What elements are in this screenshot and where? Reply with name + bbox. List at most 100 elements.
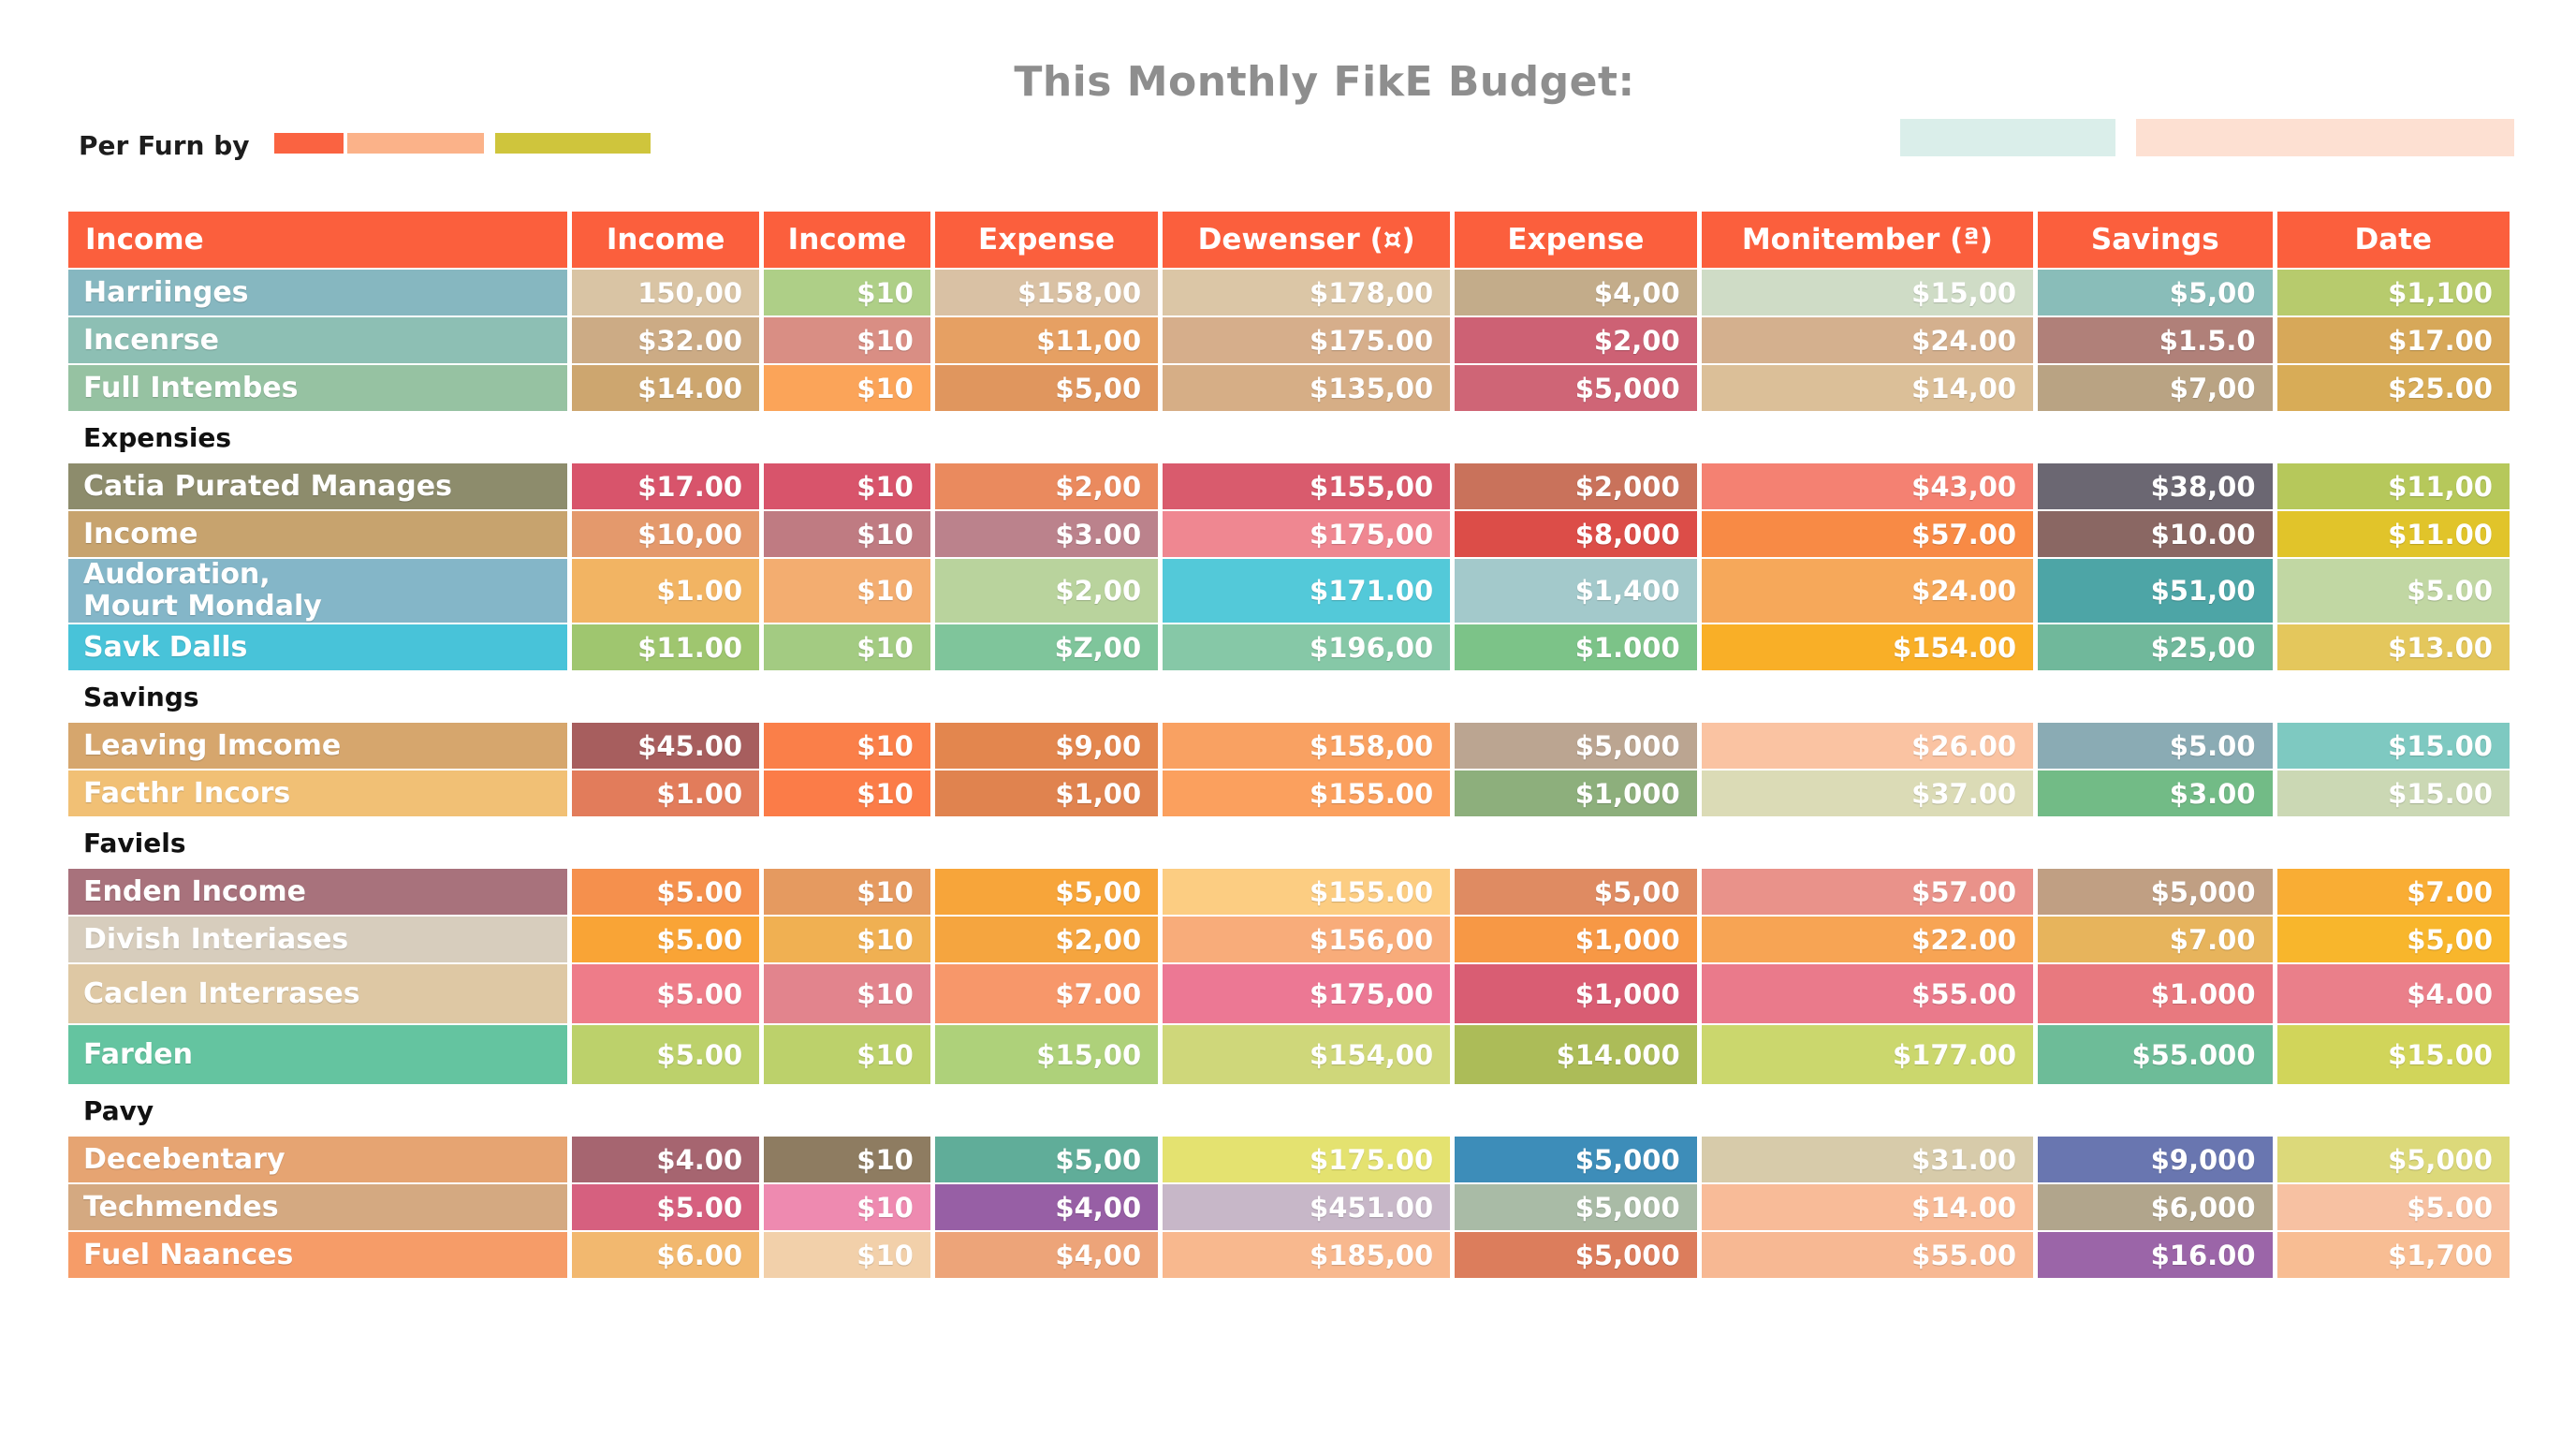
column-header: Expense [934,212,1159,268]
table-cell: $14.00 [572,365,760,411]
column-header: Expense [1455,212,1697,268]
table-cell: $5,000 [1455,1184,1697,1230]
row-label: Full Intembes [68,365,568,411]
table-row: Caclen Interrases $5.00 $10 $7.00 $175,00 $1,… [68,964,2510,1023]
table-cell: $5,00 [934,1137,1159,1182]
table-cell: $17.00 [2276,317,2510,363]
table-cell: $10 [764,964,930,1023]
table-cell: $1,700 [2276,1232,2510,1278]
table-cell: $5,000 [1455,723,1697,769]
table-cell: $4,00 [934,1232,1159,1278]
table-cell: $10 [764,624,930,670]
legend-swatches [273,133,654,157]
table-cell: $1,00 [934,770,1159,816]
table-row: Full Intembes $14.00 $10 $5,00 $135,00 $5,000… [68,365,2510,411]
table-cell: $10 [764,723,930,769]
table-cell: $1.00 [572,770,760,816]
row-label: Leaving Imcome [68,723,568,769]
table-cell: $10 [764,559,930,623]
table-cell: $2,00 [934,463,1159,509]
table-cell: $5.00 [572,1184,760,1230]
table-cell: $7.00 [934,964,1159,1023]
table-cell: $24.00 [1701,317,2034,363]
table-row: Techmendes $5.00 $10 $4,00 $451.00 $5,000 $14.… [68,1184,2510,1230]
table-cell: $5,000 [1455,365,1697,411]
table-cell: $177.00 [1701,1025,2034,1084]
table-cell: $1,000 [1455,964,1697,1023]
row-label: Harriinges [68,270,568,315]
column-header: Monitember (ª) [1701,212,2034,268]
budget-table: Income Income Income Expense Dewenser (¤) Exp… [64,210,2514,1280]
table-cell: $15,00 [934,1025,1159,1084]
table-cell: $26.00 [1701,723,2034,769]
table-cell: $51,00 [2038,559,2273,623]
header-box-right [2136,119,2514,156]
table-cell: $154,00 [1163,1025,1451,1084]
table-cell: $1.000 [1455,624,1697,670]
table-row: Harriinges 150,00 $10 $158,00 $178,00 $4,00 $1… [68,270,2510,315]
table-row: Divish Interiases $5.00 $10 $2,00 $156,00 $1,… [68,917,2510,962]
table-cell: $25,00 [2038,624,2273,670]
table-cell: $10 [764,511,930,557]
section-heading: Pavy [68,1086,2510,1135]
table-cell: $11,00 [934,317,1159,363]
table-cell: $10 [764,1232,930,1278]
row-label: Incenrse [68,317,568,363]
table-row: Incenrse $32.00 $10 $11,00 $175.00 $2,00 $24.0… [68,317,2510,363]
table-cell: $6.00 [572,1232,760,1278]
table-cell: $7.00 [2038,917,2273,962]
table-cell: $11,00 [2276,463,2510,509]
table-cell: $57.00 [1701,511,2034,557]
table-cell: $1,000 [1455,770,1697,816]
table-cell: $7.00 [2276,869,2510,915]
table-cell: $1,400 [1455,559,1697,623]
section-heading: Expensies [68,413,2510,462]
table-cell: $38,00 [2038,463,2273,509]
table-cell: $5,00 [1455,869,1697,915]
table-cell: $15.00 [2276,770,2510,816]
table-cell: $4.00 [572,1137,760,1182]
table-cell: $155,00 [1163,463,1451,509]
table-cell: $45.00 [572,723,760,769]
row-label: Catia Purated Manages [68,463,568,509]
table-cell: $451.00 [1163,1184,1451,1230]
table-cell: $16.00 [2038,1232,2273,1278]
table-cell: $Z,00 [934,624,1159,670]
legend-swatch [273,133,344,154]
table-cell: $14,00 [1701,365,2034,411]
table-cell: $15,00 [1701,270,2034,315]
table-cell: $4,00 [934,1184,1159,1230]
table-row: Income $10,00 $10 $3.00 $175,00 $8,000 $57.00 $… [68,511,2510,557]
table-cell: $196,00 [1163,624,1451,670]
table-cell: $158,00 [934,270,1159,315]
table-cell: $8,000 [1455,511,1697,557]
table-cell: $15.00 [2276,1025,2510,1084]
legend-swatch [346,133,484,154]
table-cell: $178,00 [1163,270,1451,315]
row-label: Farden [68,1025,568,1084]
table-row: Leaving Imcome $45.00 $10 $9,00 $158,00 $5,00… [68,723,2510,769]
table-cell: 150,00 [572,270,760,315]
table-cell: $5,000 [2276,1137,2510,1182]
table-cell: $5.00 [2276,559,2510,623]
table-cell: $2,000 [1455,463,1697,509]
table-row: Fuel Naances $6.00 $10 $4,00 $185,00 $5,000 $5… [68,1232,2510,1278]
column-header: Dewenser (¤) [1163,212,1451,268]
section-heading: Faviels [68,818,2510,867]
table-cell: $5,000 [2038,869,2273,915]
table-cell: $9,00 [934,723,1159,769]
table-row: Savk Dalls $11.00 $10 $Z,00 $196,00 $1.000 $15… [68,624,2510,670]
header-box-left [1900,119,2115,156]
table-cell: $175,00 [1163,964,1451,1023]
section-heading-row: Pavy [68,1086,2510,1135]
header-row: Income Income Income Expense Dewenser (¤) Exp… [68,212,2510,268]
row-label: Techmendes [68,1184,568,1230]
table-cell: $43,00 [1701,463,2034,509]
table-cell: $10 [764,770,930,816]
table-cell: $10,00 [572,511,760,557]
table-cell: $3.00 [934,511,1159,557]
table-cell: $17.00 [572,463,760,509]
table-cell: $10 [764,365,930,411]
row-label: Caclen Interrases [68,964,568,1023]
table-cell: $2,00 [934,559,1159,623]
